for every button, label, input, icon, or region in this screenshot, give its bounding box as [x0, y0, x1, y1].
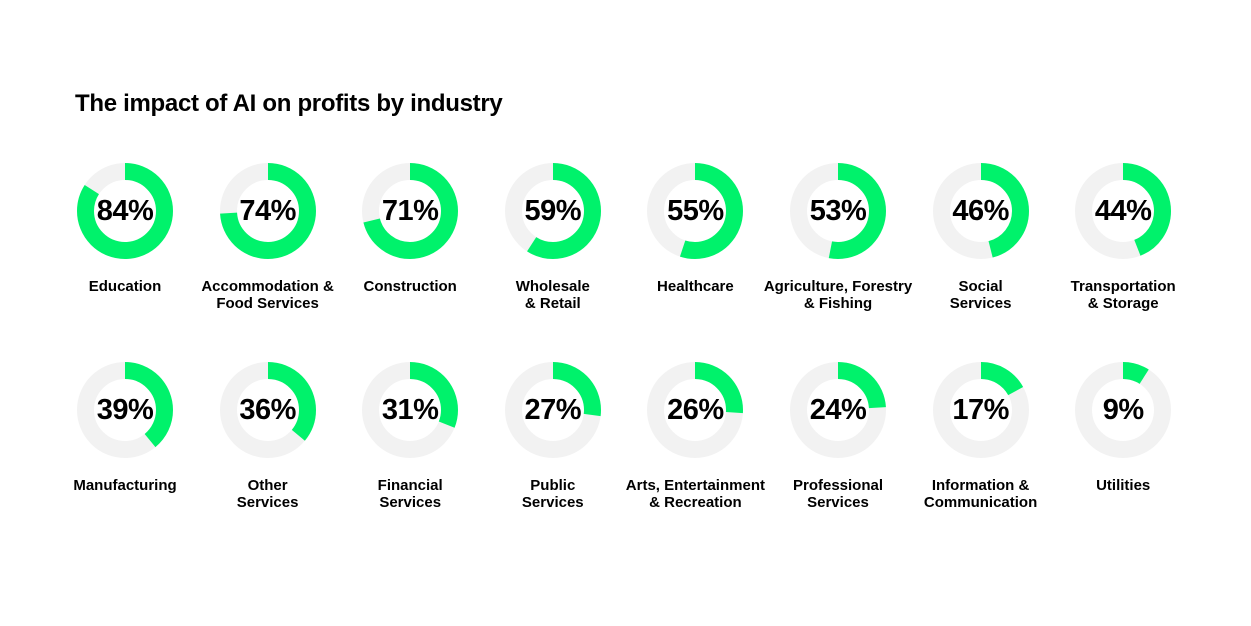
industry-label: Financial Services	[377, 477, 443, 511]
donut-chart	[362, 163, 459, 259]
donut-ring: 53%	[790, 163, 886, 259]
donut-value-arc	[362, 163, 459, 259]
industry-label: Information & Communication	[923, 477, 1038, 511]
donut-value-arc	[77, 163, 173, 259]
donut-value-arc	[1075, 362, 1172, 458]
donut-value-arc	[790, 362, 886, 458]
industry-label: Other Services	[236, 477, 299, 511]
donut-chart	[219, 362, 316, 458]
industry-label: Arts, Entertainment & Recreation	[625, 477, 765, 511]
percentage-label: 74%	[239, 195, 296, 227]
percentage-label: 26%	[667, 394, 724, 426]
donut-ring: 39%	[77, 362, 173, 458]
donut-value-arc	[790, 163, 886, 259]
donut-ring: 46%	[932, 163, 1029, 259]
percentage-label: 53%	[809, 195, 867, 227]
industry-label: Professional Services	[792, 477, 884, 511]
percentage-label: 55%	[667, 195, 724, 227]
donut-ring: 55%	[647, 163, 744, 259]
percentage-label: 17%	[952, 394, 1009, 426]
industry-label: Construction	[363, 278, 457, 295]
donut-value-arc	[504, 362, 601, 458]
donut-value-arc	[219, 163, 316, 259]
percentage-label: 71%	[381, 195, 439, 227]
industry-label: Social Services	[949, 278, 1012, 312]
donut-chart	[1075, 362, 1172, 458]
donut-value-arc	[77, 362, 173, 458]
industry-label: Utilities	[1096, 477, 1151, 494]
donut-chart	[77, 163, 173, 259]
industry-label: Education	[88, 278, 162, 295]
donut-ring: 31%	[362, 362, 459, 458]
donut-value-arc	[932, 163, 1029, 259]
industry-label: Public Services	[521, 477, 584, 511]
percentage-label: 59%	[524, 195, 582, 227]
donut-ring: 71%	[362, 163, 459, 259]
donut-value-arc	[504, 163, 601, 259]
percentage-label: 36%	[239, 394, 296, 426]
percentage-label: 31%	[381, 394, 439, 426]
donut-chart	[932, 163, 1029, 259]
donut-ring: 59%	[504, 163, 601, 259]
donut-value-arc	[932, 362, 1029, 458]
percentage-label: 44%	[1094, 195, 1152, 227]
industry-label: Accommodation & Food Services	[201, 278, 334, 312]
donut-value-arc	[1075, 163, 1172, 259]
donut-value-arc	[647, 163, 744, 259]
percentage-label: 27%	[524, 394, 582, 426]
donut-ring: 74%	[219, 163, 316, 259]
donut-chart	[647, 163, 744, 259]
percentage-label: 9%	[1102, 394, 1144, 426]
donut-ring: 9%	[1075, 362, 1172, 458]
industry-label: Manufacturing	[73, 477, 177, 494]
donut-chart	[219, 163, 316, 259]
donut-ring: 36%	[219, 362, 316, 458]
donut-ring: 24%	[790, 362, 886, 458]
donut-ring: 27%	[504, 362, 601, 458]
industry-label: Transportation & Storage	[1070, 278, 1176, 312]
donut-chart	[504, 362, 601, 458]
donut-chart	[647, 362, 744, 458]
chart-title: The impact of AI on profits by industry	[75, 90, 503, 117]
donut-chart	[1075, 163, 1172, 259]
percentage-label: 24%	[809, 394, 867, 426]
percentage-label: 84%	[96, 195, 154, 227]
donut-ring: 26%	[647, 362, 744, 458]
donut-chart	[77, 362, 173, 458]
donut-ring: 44%	[1075, 163, 1172, 259]
donut-chart	[504, 163, 601, 259]
donut-chart	[932, 362, 1029, 458]
donut-value-arc	[647, 362, 744, 458]
donut-chart	[790, 362, 886, 458]
donut-ring: 17%	[932, 362, 1029, 458]
donut-chart	[362, 362, 459, 458]
donut-ring: 84%	[77, 163, 173, 259]
industry-label: Agriculture, Forestry & Fishing	[763, 278, 913, 312]
donut-value-arc	[362, 362, 459, 458]
industry-label: Healthcare	[657, 278, 734, 295]
donut-value-arc	[219, 362, 316, 458]
donut-chart	[790, 163, 886, 259]
percentage-label: 46%	[952, 195, 1009, 227]
industry-label: Wholesale & Retail	[515, 278, 590, 312]
percentage-label: 39%	[96, 394, 154, 426]
